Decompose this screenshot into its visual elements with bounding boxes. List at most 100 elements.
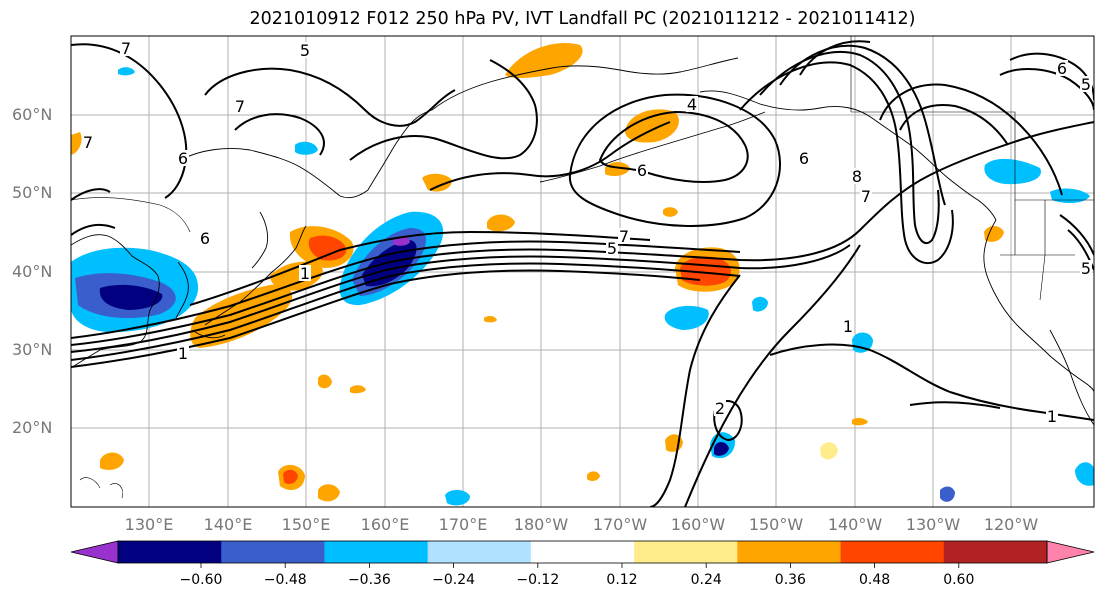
border-asia-inland bbox=[71, 197, 191, 233]
shade-positive-small-5 bbox=[852, 417, 868, 426]
political-borders bbox=[71, 36, 1094, 499]
contour-label-bg bbox=[686, 96, 698, 112]
shade-negative-subtropic-2 bbox=[752, 296, 768, 312]
lon-label: 130°W bbox=[905, 515, 961, 534]
colorbar-left-extension bbox=[70, 540, 119, 564]
contour-label: 1 bbox=[1047, 407, 1057, 426]
colorbar-tick-label: −0.48 bbox=[263, 572, 307, 588]
contour-label-bg bbox=[82, 134, 94, 150]
contour-trough-1 bbox=[759, 50, 940, 245]
shade-negative-alaska-2 bbox=[1050, 188, 1090, 204]
coast-japan-south bbox=[194, 331, 226, 339]
lat-label: 20°N bbox=[12, 418, 53, 437]
shade-positive-170e bbox=[487, 214, 515, 232]
coastlines bbox=[71, 57, 1094, 426]
shade-positive-south-1 bbox=[100, 452, 124, 470]
lon-label: 160°E bbox=[360, 515, 410, 534]
map-frame bbox=[70, 35, 1095, 508]
contour-label: 1 bbox=[300, 264, 310, 283]
contour-label-bg bbox=[199, 230, 211, 246]
colorbar-segment bbox=[840, 541, 945, 563]
contour-ridge-1 bbox=[879, 83, 1063, 196]
lon-label: 150°E bbox=[281, 515, 331, 534]
contour-label: 6 bbox=[637, 161, 647, 180]
contour-east-low bbox=[1059, 214, 1094, 271]
coast-islands-small bbox=[79, 477, 123, 499]
shade-positive-aleutian bbox=[605, 162, 630, 176]
shade-negative-subtropic bbox=[664, 305, 709, 330]
contour-label-bg bbox=[851, 168, 863, 184]
lat-label: 30°N bbox=[12, 340, 53, 359]
contour-label: 7 bbox=[121, 39, 131, 58]
lat-label: 50°N bbox=[12, 183, 53, 202]
contour-label: 1 bbox=[178, 344, 188, 363]
contour-label-bg bbox=[798, 150, 810, 166]
contour-label-bg bbox=[177, 150, 189, 166]
contour-label: 6 bbox=[799, 149, 809, 168]
contour-label-bg bbox=[618, 228, 630, 244]
lon-label: 140°W bbox=[827, 515, 883, 534]
contour-label: 7 bbox=[235, 97, 245, 116]
contour-label: 5 bbox=[607, 239, 617, 258]
lon-label: 140°E bbox=[203, 515, 253, 534]
contour-label-bg bbox=[234, 98, 246, 114]
lon-label: 170°W bbox=[592, 515, 648, 534]
contour-subtropic-2 bbox=[684, 244, 861, 507]
coast-baja bbox=[1049, 329, 1094, 426]
coast-sakhalin bbox=[251, 211, 269, 269]
contour-label-bg bbox=[177, 345, 189, 361]
shade-positive-small-3 bbox=[71, 132, 82, 155]
contour-trough-3 bbox=[779, 44, 946, 206]
contour-north-3 bbox=[234, 113, 325, 156]
colorbar-segment bbox=[530, 541, 635, 563]
contour-small-loop bbox=[713, 400, 743, 442]
shade-negative-alaska bbox=[984, 158, 1041, 185]
coast-aleutians bbox=[539, 111, 766, 183]
contour-label-bg bbox=[636, 162, 648, 178]
lat-label: 40°N bbox=[12, 262, 53, 281]
colorbar-tick-label: −0.36 bbox=[347, 572, 391, 588]
shade-negative-small-2 bbox=[295, 141, 318, 155]
colorbar-tick-label: 0.36 bbox=[774, 572, 806, 588]
contour-label-bg bbox=[1056, 60, 1068, 76]
contour-north-2 bbox=[204, 67, 456, 127]
contour-label-bg bbox=[1046, 408, 1058, 424]
contour-trough-4 bbox=[799, 40, 871, 76]
contour-label: 5 bbox=[1081, 75, 1091, 94]
shade-positive-south-5 bbox=[820, 442, 838, 460]
shade-positive-bering-sea bbox=[505, 43, 583, 79]
contour-jet-3 bbox=[71, 262, 741, 361]
contour-label-bg bbox=[1080, 76, 1092, 92]
contour-label: 4 bbox=[687, 95, 697, 114]
coast-okhotsk bbox=[179, 148, 369, 199]
coast-korea bbox=[175, 261, 189, 319]
coast-alaska bbox=[699, 90, 997, 221]
contour-label: 2 bbox=[715, 399, 725, 418]
contour-label-bg bbox=[299, 42, 311, 58]
contour-west-2 bbox=[71, 188, 111, 201]
colorbar-segment bbox=[943, 541, 1048, 563]
contour-label-bg bbox=[860, 188, 872, 204]
shade-negative-south bbox=[445, 489, 470, 506]
contour-label-bg bbox=[1080, 260, 1092, 276]
contour-north-5 bbox=[429, 121, 671, 191]
border-us-states bbox=[1000, 200, 1075, 301]
coast-asia-mainland bbox=[71, 234, 160, 369]
colorbar-tick-label: −0.60 bbox=[179, 572, 223, 588]
colorbar-outline bbox=[117, 540, 1048, 564]
colorbar-tick-label: 0.24 bbox=[690, 572, 722, 588]
contour-label-bg bbox=[714, 400, 726, 416]
colorbar-tick-label: −0.24 bbox=[432, 572, 476, 588]
contour-label: 7 bbox=[861, 187, 871, 206]
coast-na-west bbox=[983, 219, 1094, 393]
contour-label: 6 bbox=[200, 229, 210, 248]
contour-jet-6 bbox=[189, 230, 651, 306]
colorbar-right-extension bbox=[1046, 540, 1095, 564]
border-canada-bc bbox=[851, 111, 1094, 201]
map-title: 2021010912 F012 250 hPa PV, IVT Landfall… bbox=[249, 9, 916, 29]
shade-positive-small-4 bbox=[663, 207, 678, 217]
contour-label-bg bbox=[606, 240, 618, 256]
contour-label: 5 bbox=[300, 41, 310, 60]
contour-jet-2 bbox=[71, 244, 851, 353]
